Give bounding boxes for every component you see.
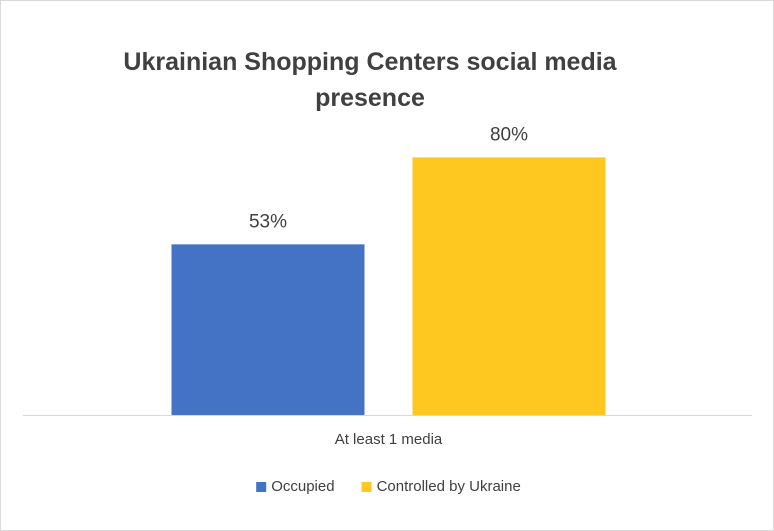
chart-title: Ukrainian Shopping Centers social media …: [123, 48, 617, 112]
legend-swatch: [361, 482, 372, 492]
legend-label: Controlled by Ukraine: [377, 478, 521, 495]
value-label: 80%: [490, 124, 528, 145]
legend-label: Occupied: [271, 478, 334, 495]
x-tick-label: At least 1 media: [335, 431, 443, 448]
bar: [412, 157, 606, 415]
bar: [171, 244, 365, 415]
legend-swatch: [256, 482, 267, 492]
value-label: 53%: [249, 211, 287, 232]
